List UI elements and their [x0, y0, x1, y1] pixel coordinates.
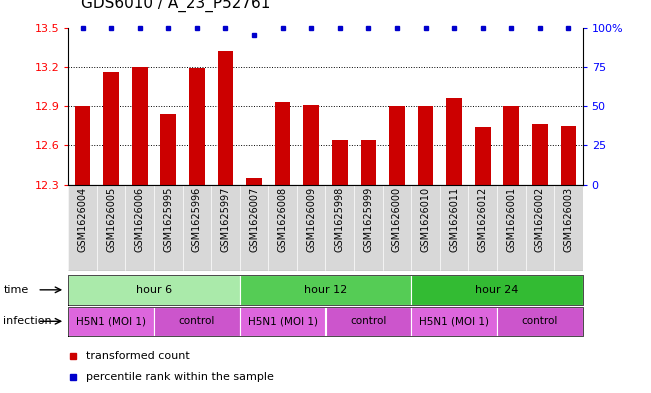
Bar [240, 275, 411, 305]
Bar [132, 67, 148, 185]
Text: GSM1626000: GSM1626000 [392, 186, 402, 252]
Bar [217, 51, 233, 185]
Bar [189, 68, 205, 185]
Text: transformed count: transformed count [87, 351, 190, 361]
Bar [246, 178, 262, 185]
Text: GSM1625997: GSM1625997 [221, 186, 230, 252]
Bar [389, 106, 405, 185]
Text: percentile rank within the sample: percentile rank within the sample [87, 372, 274, 382]
Bar [411, 307, 497, 336]
Text: infection: infection [3, 316, 52, 326]
Bar [104, 72, 119, 185]
Text: H5N1 (MOI 1): H5N1 (MOI 1) [76, 316, 146, 326]
Text: control: control [350, 316, 387, 326]
Text: hour 12: hour 12 [304, 285, 347, 295]
Bar [475, 127, 490, 185]
Text: GSM1625995: GSM1625995 [163, 186, 173, 252]
Text: GSM1626005: GSM1626005 [106, 186, 117, 252]
Text: GSM1626009: GSM1626009 [306, 186, 316, 252]
Bar [411, 275, 583, 305]
Text: GSM1626008: GSM1626008 [277, 186, 288, 252]
Bar [497, 307, 583, 336]
Bar [332, 140, 348, 185]
Text: GSM1626004: GSM1626004 [77, 186, 88, 252]
Text: H5N1 (MOI 1): H5N1 (MOI 1) [419, 316, 489, 326]
Text: hour 24: hour 24 [475, 285, 519, 295]
Bar [275, 102, 290, 185]
Bar [503, 106, 519, 185]
Text: time: time [3, 285, 29, 295]
Bar [446, 98, 462, 185]
Text: GSM1625999: GSM1625999 [363, 186, 374, 252]
Bar [532, 125, 547, 185]
Bar [303, 105, 319, 185]
Text: GSM1626001: GSM1626001 [506, 186, 516, 252]
Bar [154, 307, 240, 336]
Bar [68, 185, 583, 271]
Bar [418, 106, 434, 185]
Text: GSM1626006: GSM1626006 [135, 186, 145, 252]
Bar [361, 140, 376, 185]
Bar [561, 126, 576, 185]
Bar [68, 275, 240, 305]
Text: GSM1626010: GSM1626010 [421, 186, 430, 252]
Text: control: control [179, 316, 215, 326]
Text: GSM1626002: GSM1626002 [534, 186, 545, 252]
Bar [161, 114, 176, 185]
Text: GSM1626003: GSM1626003 [563, 186, 574, 252]
Text: hour 6: hour 6 [136, 285, 172, 295]
Bar [68, 307, 154, 336]
Text: GDS6010 / A_23_P52761: GDS6010 / A_23_P52761 [81, 0, 271, 12]
Bar [75, 106, 90, 185]
Text: GSM1625996: GSM1625996 [192, 186, 202, 252]
Text: GSM1626012: GSM1626012 [478, 186, 488, 252]
Bar [240, 307, 326, 336]
Text: GSM1626011: GSM1626011 [449, 186, 459, 252]
Text: control: control [521, 316, 558, 326]
Text: H5N1 (MOI 1): H5N1 (MOI 1) [247, 316, 318, 326]
Text: GSM1625998: GSM1625998 [335, 186, 345, 252]
Text: GSM1626007: GSM1626007 [249, 186, 259, 252]
Bar [326, 307, 411, 336]
